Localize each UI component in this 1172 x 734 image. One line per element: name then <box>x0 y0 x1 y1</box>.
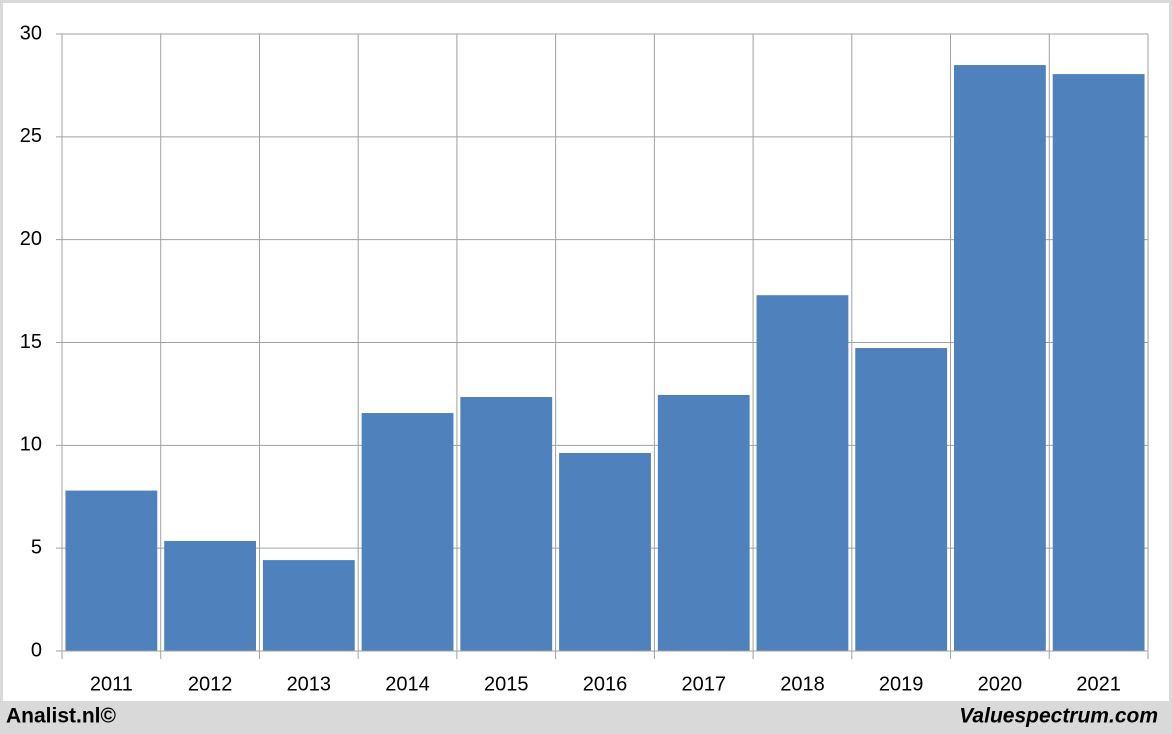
x-tick-label: 2016 <box>583 673 628 695</box>
bar <box>657 394 750 651</box>
x-tick-label: 2020 <box>978 673 1023 695</box>
x-tick-label: 2015 <box>484 673 529 695</box>
x-tick-label: 2012 <box>188 673 233 695</box>
bar <box>559 452 651 651</box>
footer-left: Analist.nl© <box>6 705 117 728</box>
bar <box>954 65 1046 651</box>
x-tick-label: 2014 <box>385 673 430 695</box>
y-tick-label: 0 <box>31 639 42 661</box>
bar <box>855 348 948 651</box>
y-tick-label: 20 <box>20 228 42 250</box>
bar <box>361 413 454 651</box>
bar <box>1052 74 1145 652</box>
y-tick-label: 25 <box>20 125 42 147</box>
y-tick-label: 15 <box>20 331 42 353</box>
y-tick-label: 5 <box>31 536 42 558</box>
bar <box>164 540 256 651</box>
bar <box>460 397 553 651</box>
y-tick-label: 30 <box>20 22 42 44</box>
x-tick-label: 2013 <box>287 673 332 695</box>
x-tick-label: 2018 <box>780 673 825 695</box>
x-tick-label: 2017 <box>681 673 726 695</box>
y-tick-label: 10 <box>20 434 42 456</box>
x-tick-label: 2019 <box>879 673 924 695</box>
bar <box>756 295 849 651</box>
x-tick-label: 2021 <box>1076 673 1121 695</box>
footer-right: Valuespectrum.com <box>959 705 1158 728</box>
bar <box>262 560 355 651</box>
x-tick-label: 2011 <box>90 673 133 695</box>
bar <box>65 490 158 651</box>
